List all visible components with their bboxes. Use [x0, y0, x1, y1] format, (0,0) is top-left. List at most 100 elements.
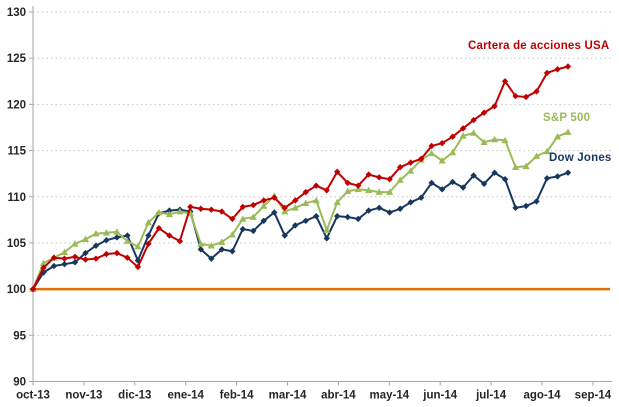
- series-marker-s-p-500: [480, 138, 488, 146]
- series-marker-s-p-500: [113, 228, 121, 235]
- series-marker-s-p-500: [501, 136, 509, 144]
- series-marker-dow-jones: [250, 227, 257, 235]
- series-marker-cartera-de-acciones-usa: [480, 109, 488, 116]
- series-marker-dow-jones: [386, 209, 393, 216]
- series-marker-s-p-500: [333, 198, 341, 206]
- series-label-sp500: S&P 500: [543, 112, 591, 124]
- series-marker-cartera-de-acciones-usa: [166, 232, 173, 239]
- series-marker-cartera-de-acciones-usa: [396, 163, 404, 171]
- series-marker-cartera-de-acciones-usa: [239, 203, 247, 211]
- series-marker-cartera-de-acciones-usa: [134, 263, 142, 271]
- series-marker-s-p-500: [469, 129, 478, 136]
- series-marker-cartera-de-acciones-usa: [491, 103, 498, 110]
- series-marker-dow-jones: [554, 173, 561, 180]
- series-marker-dow-jones: [302, 217, 309, 224]
- series-marker-s-p-500: [249, 213, 257, 220]
- series-marker-cartera-de-acciones-usa: [407, 159, 414, 166]
- series-marker-dow-jones: [145, 232, 152, 239]
- series-marker-s-p-500: [260, 202, 268, 209]
- series-marker-dow-jones: [522, 202, 530, 210]
- series-marker-dow-jones: [218, 246, 226, 253]
- x-tick-label: jul-14: [475, 390, 507, 402]
- series-marker-s-p-500: [564, 128, 572, 135]
- series-marker-cartera-de-acciones-usa: [187, 203, 194, 211]
- series-marker-cartera-de-acciones-usa: [271, 194, 278, 201]
- series-label-dow-jones: Dow Jones: [549, 152, 612, 164]
- series-marker-s-p-500: [155, 208, 163, 216]
- y-tick-label: 115: [7, 146, 26, 158]
- series-marker-cartera-de-acciones-usa: [512, 92, 519, 100]
- series-marker-s-p-500: [344, 187, 352, 195]
- series-marker-cartera-de-acciones-usa: [501, 78, 509, 85]
- series-marker-dow-jones: [533, 198, 540, 205]
- series-marker-s-p-500: [354, 185, 362, 193]
- series-marker-dow-jones: [491, 169, 498, 176]
- series-marker-dow-jones: [323, 235, 330, 242]
- series-marker-dow-jones: [334, 212, 341, 220]
- series-marker-cartera-de-acciones-usa: [124, 254, 131, 261]
- series-marker-cartera-de-acciones-usa: [61, 255, 68, 262]
- series-marker-dow-jones: [470, 172, 477, 179]
- series-marker-dow-jones: [417, 194, 425, 201]
- series-marker-cartera-de-acciones-usa: [438, 139, 446, 147]
- series-marker-cartera-de-acciones-usa: [92, 255, 100, 262]
- series-marker-cartera-de-acciones-usa: [386, 175, 393, 183]
- series-marker-s-p-500: [165, 210, 173, 218]
- series-marker-dow-jones: [501, 175, 509, 183]
- series-marker-s-p-500: [81, 235, 90, 243]
- y-tick-label: 100: [7, 284, 26, 296]
- series-marker-s-p-500: [449, 148, 457, 156]
- series-line-cartera-de-acciones-usa: [32, 65, 569, 290]
- x-tick-label: jun-14: [422, 390, 457, 402]
- series-marker-cartera-de-acciones-usa: [354, 182, 362, 189]
- series-marker-dow-jones: [375, 204, 383, 212]
- series-marker-s-p-500: [459, 132, 467, 139]
- series-marker-cartera-de-acciones-usa: [470, 116, 477, 124]
- series-marker-cartera-de-acciones-usa: [323, 187, 330, 194]
- series-marker-s-p-500: [39, 259, 48, 267]
- series-marker-dow-jones: [344, 213, 351, 221]
- x-tick-label: nov-13: [65, 390, 102, 402]
- series-marker-cartera-de-acciones-usa: [365, 171, 372, 178]
- series-marker-dow-jones: [208, 255, 215, 262]
- series-marker-dow-jones: [197, 246, 205, 253]
- series-marker-dow-jones: [61, 260, 68, 268]
- series-marker-cartera-de-acciones-usa: [229, 215, 236, 223]
- series-marker-s-p-500: [428, 149, 436, 157]
- series-marker-cartera-de-acciones-usa: [417, 155, 425, 163]
- series-marker-s-p-500: [291, 204, 299, 211]
- x-tick-label: oct-13: [16, 390, 50, 402]
- series-marker-s-p-500: [396, 176, 404, 183]
- series-marker-s-p-500: [511, 163, 520, 170]
- series-marker-s-p-500: [438, 157, 446, 164]
- series-marker-dow-jones: [82, 249, 89, 257]
- series-marker-cartera-de-acciones-usa: [103, 250, 110, 258]
- series-marker-s-p-500: [386, 188, 394, 195]
- series-marker-dow-jones: [92, 242, 100, 249]
- series-marker-dow-jones: [512, 204, 519, 212]
- series-marker-cartera-de-acciones-usa: [281, 204, 288, 212]
- series-marker-s-p-500: [365, 186, 373, 194]
- series-marker-dow-jones: [113, 234, 121, 241]
- series-marker-cartera-de-acciones-usa: [197, 205, 205, 212]
- series-line-dow-jones: [32, 171, 569, 290]
- series-marker-s-p-500: [490, 135, 499, 143]
- series-marker-cartera-de-acciones-usa: [71, 253, 79, 260]
- series-marker-s-p-500: [134, 243, 142, 250]
- x-tick-label: sep-14: [575, 390, 612, 402]
- series-marker-cartera-de-acciones-usa: [533, 88, 540, 95]
- series-marker-dow-jones: [124, 232, 131, 239]
- series-marker-dow-jones: [407, 199, 414, 206]
- series-marker-dow-jones: [449, 178, 456, 186]
- series-marker-s-p-500: [281, 207, 289, 215]
- series-marker-cartera-de-acciones-usa: [50, 254, 58, 261]
- x-tick-label: ene-14: [167, 390, 204, 402]
- series-marker-dow-jones: [480, 180, 488, 188]
- series-marker-s-p-500: [302, 199, 310, 207]
- series-line-s-p-500: [32, 131, 569, 290]
- series-marker-dow-jones: [239, 225, 247, 233]
- series-marker-cartera-de-acciones-usa: [292, 197, 299, 204]
- series-marker-s-p-500: [60, 248, 69, 255]
